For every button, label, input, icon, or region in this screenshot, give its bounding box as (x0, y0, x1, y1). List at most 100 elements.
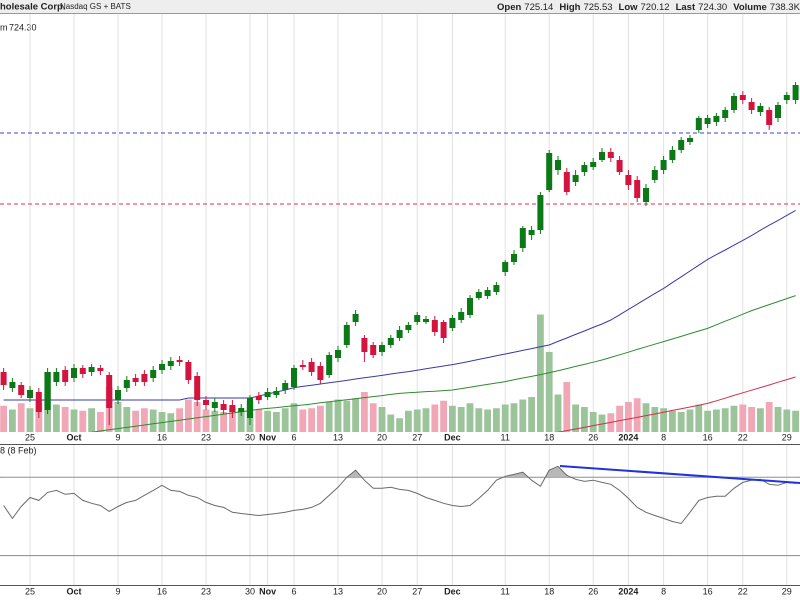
volume-bar (669, 410, 676, 432)
volume-bar (466, 403, 474, 432)
moving-average (553, 376, 796, 432)
candle-body (634, 180, 641, 198)
candle-body (467, 298, 473, 315)
candle-body (379, 345, 385, 352)
quote-value: 725.53 (583, 2, 612, 13)
x-tick-label: 2024 (618, 432, 638, 442)
legend-text: m (0, 22, 8, 32)
quote-label: Volume (733, 2, 767, 13)
candle-body (132, 378, 139, 382)
volume-bar (141, 408, 148, 432)
exchange: Nasdaq GS + BATS (60, 2, 131, 11)
candle-body (643, 188, 649, 202)
candle-body (150, 370, 157, 378)
volume-bar (757, 408, 764, 432)
candle-body (625, 175, 632, 185)
candle-body (185, 362, 192, 380)
header-bar (0, 0, 800, 13)
candle-body (449, 318, 456, 328)
volume-bar (229, 408, 236, 432)
volume-bar (88, 408, 95, 432)
volume-bar (237, 410, 245, 432)
volume-bar (378, 407, 386, 432)
volume-bar (554, 394, 562, 432)
x-tick-label: 30 (245, 432, 255, 442)
volume-bar (17, 403, 25, 432)
candle-body (203, 400, 209, 405)
volume-bar (730, 405, 738, 432)
candle-body (238, 408, 245, 412)
candle-body (528, 230, 535, 235)
volume-bar (361, 392, 368, 432)
x-tick-label: 25 (25, 432, 35, 442)
candle-body (783, 95, 790, 100)
volume-bar (528, 397, 535, 432)
quote-label: Low (619, 2, 639, 13)
x-tick-label: 26 (588, 586, 598, 596)
volume-bar (633, 398, 641, 432)
candle-body (766, 110, 773, 125)
last-price: 724.30 (9, 22, 37, 32)
x-tick-label: 27 (412, 432, 422, 442)
volume-bar (783, 409, 791, 432)
candle-body (722, 110, 729, 118)
candle-body (0, 372, 7, 385)
candle-body (387, 338, 394, 345)
x-tick-label: 22 (738, 432, 748, 442)
volume-bar (202, 409, 210, 432)
volume-bar (519, 399, 527, 432)
quote-value: 725.14 (524, 2, 553, 13)
x-tick-label: Dec (444, 432, 461, 442)
volume-bar (352, 398, 359, 432)
candle-body (53, 372, 60, 382)
x-tick-label: 6 (291, 432, 296, 442)
x-tick-label: 25 (25, 586, 35, 596)
candle-body (159, 364, 165, 370)
candle-body (546, 153, 553, 190)
candle-body (176, 360, 183, 362)
x-tick-label: Dec (444, 586, 461, 596)
candle-body (115, 390, 121, 400)
volume-bar (264, 410, 271, 432)
x-tick-label: Nov (259, 432, 276, 442)
volume-bar (431, 404, 439, 432)
volume-bar (387, 414, 395, 432)
x-tick-label: 8 (661, 586, 666, 596)
candle-body (35, 392, 42, 412)
volume-bar (581, 407, 588, 432)
x-tick-label: 9 (115, 432, 120, 442)
candle-body (361, 338, 368, 352)
x-tick-label: 23 (201, 432, 211, 442)
volume-bar (660, 408, 667, 432)
volume-bar (457, 407, 465, 432)
candle-body (44, 372, 51, 410)
trendline (559, 465, 800, 484)
candle-body (651, 170, 658, 180)
volume-bar (422, 408, 430, 432)
moving-average (3, 209, 796, 401)
volume-bar (510, 403, 518, 432)
candle-body (616, 160, 623, 172)
volume-bar (686, 409, 694, 432)
quote-label: Last (676, 2, 696, 13)
quote-value: 724.30 (698, 2, 727, 13)
x-tick-label: 9 (115, 586, 120, 596)
volume-bar (449, 405, 456, 432)
candle-body (167, 361, 174, 366)
volume-bar (484, 409, 491, 432)
x-tick-label: 2024 (618, 586, 638, 596)
candle-body (484, 290, 491, 296)
candle-body (590, 162, 597, 167)
candle-body (599, 152, 605, 160)
candle-body (247, 398, 253, 418)
candle-body (563, 172, 570, 192)
candle-body (273, 391, 280, 395)
candle-body (572, 175, 579, 182)
candle-body (440, 322, 447, 338)
company-name: holesale Corp. (0, 2, 65, 13)
volume-bar (308, 408, 315, 432)
volume-bar (625, 402, 632, 432)
x-tick-label: 6 (291, 586, 296, 596)
candle-body (123, 380, 130, 388)
